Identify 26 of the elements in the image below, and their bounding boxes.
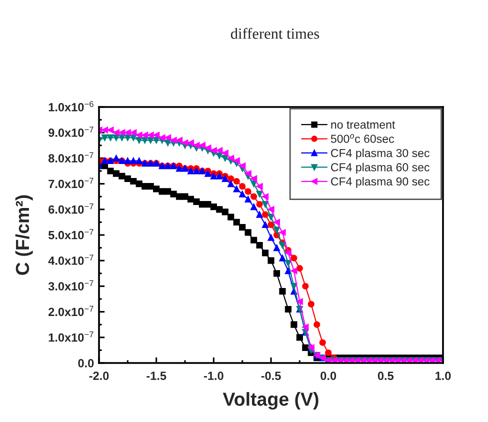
x-tick-label: -1.0 <box>204 372 224 380</box>
x-tick-label: -0.5 <box>261 372 281 380</box>
x-axis-title: Voltage (V) <box>222 392 318 410</box>
y-tick-label: 4.0x10$^{−7}$ <box>48 254 94 265</box>
y-tick-label: 9.0x10$^{−7}$ <box>48 126 94 137</box>
legend-label: CF4 plasma 90 sec <box>331 177 430 188</box>
legend-label: 500$^{o}$c 60sec <box>330 134 394 143</box>
y-tick-label: 5.0x10$^{−7}$ <box>48 229 94 240</box>
y-tick-label: 6.0x10$^{−7}$ <box>48 204 94 214</box>
x-tick-label: 0.0 <box>320 372 336 380</box>
y-tick-label: 1.0x10$^{−7}$ <box>48 332 94 342</box>
legend-label: CF4 plasma 30 sec <box>331 148 430 160</box>
x-tick-label: -1.5 <box>146 372 166 380</box>
legend-label: CF4 plasma 60 sec <box>331 162 430 174</box>
chart-title: different times <box>230 28 320 39</box>
y-axis-title: C (F/cm²) <box>15 195 33 275</box>
y-tick-label: 8.0x10$^{−7}$ <box>48 152 94 162</box>
y-tick-label: 1.0x10$^{−6}$ <box>48 101 94 112</box>
legend-label: no treatment <box>331 121 396 129</box>
y-tick-label: 7.0x10$^{−7}$ <box>48 178 94 188</box>
x-tick-label: -2.0 <box>89 372 109 380</box>
y-tick-label: 3.0x10$^{−7}$ <box>48 280 94 291</box>
y-tick-label: 2.0x10$^{−7}$ <box>48 306 94 316</box>
y-tick-label: 0.0 <box>78 359 94 368</box>
x-tick-label: 1.0 <box>436 372 451 380</box>
x-tick-label: 0.5 <box>378 372 394 380</box>
